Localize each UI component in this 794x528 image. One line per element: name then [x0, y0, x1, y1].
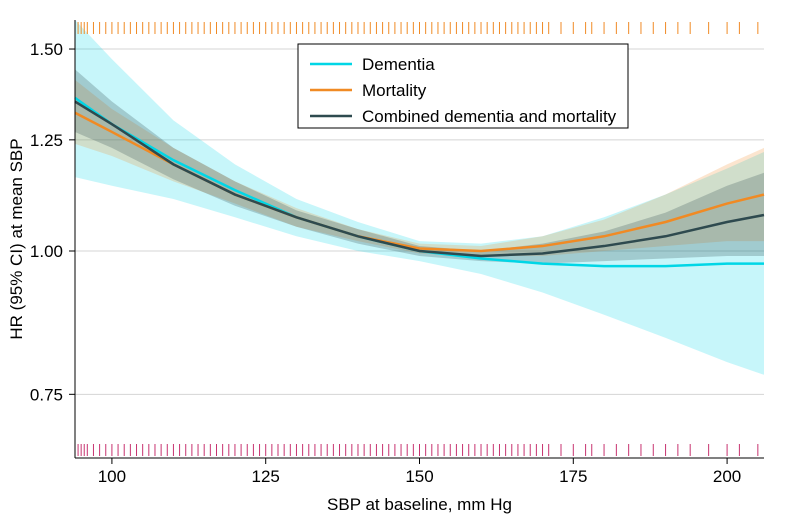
- y-tick-label: 1.25: [30, 131, 63, 150]
- x-tick-label: 100: [98, 467, 126, 486]
- legend-label: Dementia: [362, 55, 435, 74]
- legend-label: Combined dementia and mortality: [362, 107, 617, 126]
- x-axis-label: SBP at baseline, mm Hg: [327, 495, 512, 514]
- y-tick-label: 0.75: [30, 385, 63, 404]
- y-tick-label: 1.50: [30, 40, 63, 59]
- hr-sbp-chart: 100 125 150 175 200 0.75 1.00 1.25 1.50 SBP at ba…: [0, 0, 794, 528]
- chart-svg: 100 125 150 175 200 0.75 1.00 1.25 1.50 SBP at ba…: [0, 0, 794, 528]
- x-tick-label: 175: [559, 467, 587, 486]
- legend-label: Mortality: [362, 81, 427, 100]
- x-tick-label: 125: [252, 467, 280, 486]
- x-tick-label: 150: [405, 467, 433, 486]
- y-tick-label: 1.00: [30, 242, 63, 261]
- y-axis-label: HR (95% CI) at mean SBP: [7, 138, 26, 339]
- x-tick-label: 200: [713, 467, 741, 486]
